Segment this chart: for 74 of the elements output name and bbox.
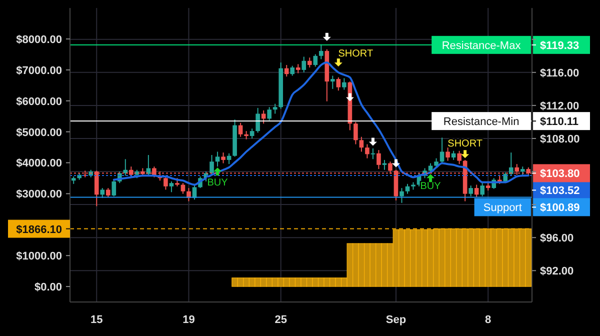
candlestick bbox=[400, 188, 404, 204]
candlestick bbox=[497, 174, 502, 184]
candlestick bbox=[446, 147, 450, 162]
candlestick bbox=[468, 185, 473, 197]
candlestick bbox=[164, 176, 168, 190]
candlestick bbox=[250, 128, 254, 139]
candlestick bbox=[365, 144, 370, 159]
candlestick bbox=[210, 154, 214, 176]
text: $100.89 bbox=[540, 202, 580, 214]
candlestick bbox=[354, 121, 358, 145]
candlestick bbox=[307, 57, 312, 68]
ref-line-label: Support bbox=[483, 202, 522, 214]
x-tick-label: 15 bbox=[90, 314, 103, 326]
candlestick bbox=[342, 78, 346, 90]
candlestick bbox=[480, 182, 485, 197]
candlestick bbox=[226, 152, 232, 165]
y-tick-label: $112.00 bbox=[540, 100, 580, 112]
candlestick bbox=[112, 179, 116, 197]
candlestick bbox=[284, 64, 289, 78]
y2-tick-label: $4000.00 bbox=[16, 158, 62, 170]
annotation: BUY bbox=[207, 178, 228, 189]
y2-tick-label: $8000.00 bbox=[16, 34, 62, 46]
candlestick bbox=[474, 184, 479, 198]
x-tick-label: Sep bbox=[386, 314, 406, 326]
y2-tick-label: $5000.00 bbox=[16, 126, 62, 139]
candlestick bbox=[318, 44, 324, 60]
candlestick bbox=[336, 76, 341, 92]
y-tick-label: $116.00 bbox=[540, 67, 580, 80]
y2-tick-label: $1000.00 bbox=[16, 250, 62, 263]
y2-tick-label: $1866.10 bbox=[16, 224, 62, 236]
y2-tick-label: $6000.00 bbox=[16, 96, 62, 108]
candlestick bbox=[267, 106, 272, 121]
candlestick bbox=[296, 64, 300, 74]
candlestick bbox=[359, 136, 364, 152]
candlestick bbox=[370, 148, 376, 160]
candlestick bbox=[238, 122, 243, 138]
y2-tick-label: $0.00 bbox=[34, 282, 62, 294]
annotation: SHORT bbox=[338, 48, 374, 60]
y-tick-label: $92.00 bbox=[540, 266, 574, 278]
candlestick bbox=[457, 150, 462, 165]
candlestick bbox=[451, 150, 456, 160]
candlestick bbox=[313, 54, 318, 68]
x-tick-label: 8 bbox=[485, 314, 492, 326]
text: $103.52 bbox=[540, 185, 580, 198]
annotation: BUY bbox=[420, 180, 442, 192]
candlestick bbox=[330, 75, 335, 90]
candlestick bbox=[376, 150, 381, 170]
y-tick-label: $96.00 bbox=[540, 232, 574, 245]
y2-tick-label: $3000.00 bbox=[16, 188, 62, 201]
candlestick bbox=[508, 152, 514, 176]
y-tick-label: $119.33 bbox=[540, 40, 580, 52]
candlestick bbox=[180, 182, 186, 194]
candlestick bbox=[440, 137, 444, 164]
candlestick bbox=[106, 188, 110, 198]
candlestick bbox=[302, 56, 306, 73]
x-tick-label: 25 bbox=[274, 314, 287, 326]
candlestick bbox=[100, 188, 105, 198]
candlestick bbox=[261, 110, 266, 124]
candlestick bbox=[405, 183, 410, 194]
candlestick bbox=[221, 152, 226, 164]
y-tick-label: $108.00 bbox=[540, 133, 580, 146]
ref-line-label: Resistance-Min bbox=[443, 116, 520, 128]
candlestick bbox=[256, 107, 260, 134]
y2-tick-label: $7000.00 bbox=[16, 64, 62, 77]
candlestick bbox=[520, 166, 525, 176]
y-tick-label: $110.11 bbox=[540, 116, 579, 128]
candlestick bbox=[272, 103, 278, 114]
x-tick-label: 19 bbox=[182, 314, 195, 326]
candlestick bbox=[290, 65, 295, 76]
annotation: SHORT bbox=[448, 138, 482, 150]
ref-line-label: Resistance-Max bbox=[442, 40, 522, 52]
candlestick bbox=[215, 151, 220, 168]
candlestick bbox=[169, 180, 174, 193]
y-tick-label: $103.80 bbox=[540, 168, 580, 180]
